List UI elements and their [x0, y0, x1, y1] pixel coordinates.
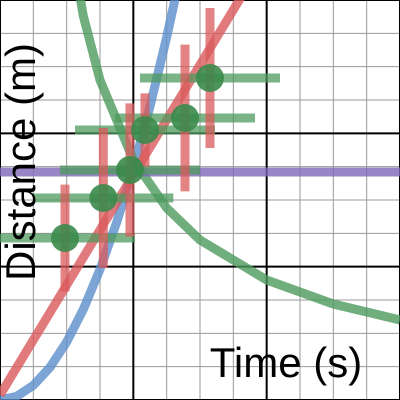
- series-line: [0, 0, 180, 400]
- data-point: [116, 156, 144, 184]
- data-point: [51, 224, 79, 252]
- data-point: [89, 184, 118, 212]
- data-point: [171, 104, 199, 132]
- x-axis-label: Time (s): [210, 339, 362, 386]
- y-axis-label: Distance (m): [0, 43, 44, 281]
- data-point: [196, 64, 224, 92]
- data-point: [131, 116, 159, 144]
- series-line: [75, 0, 400, 325]
